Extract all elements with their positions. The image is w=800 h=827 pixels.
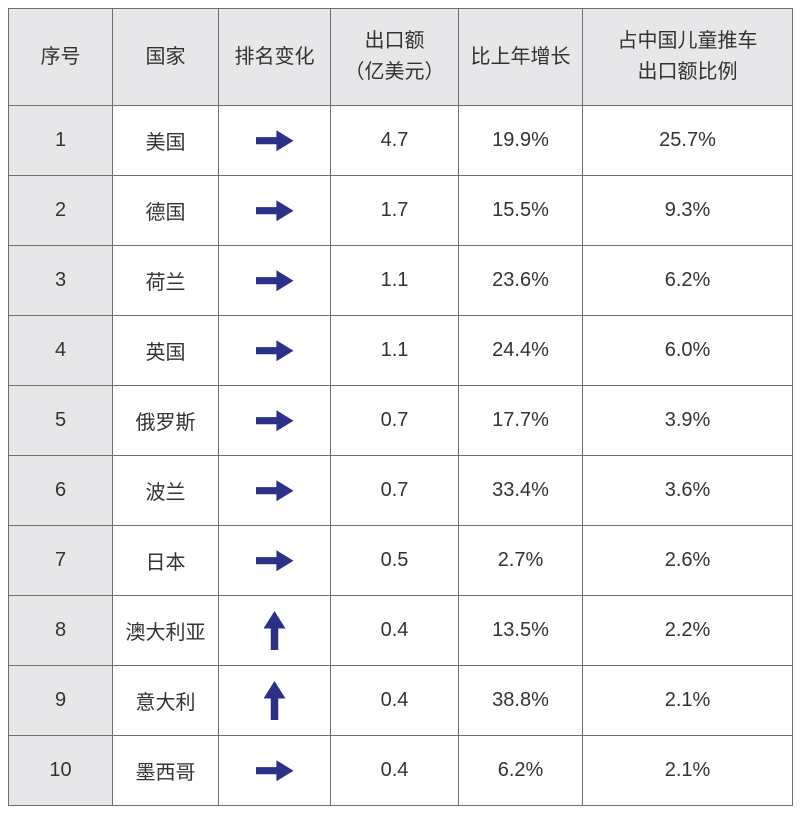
country-cell: 澳大利亚 [112, 595, 219, 666]
yoy-growth-cell: 15.5% [458, 175, 583, 246]
rank-change-cell [218, 105, 331, 176]
column-header-export-value: 出口额 （亿美元） [330, 8, 459, 106]
right-arrow-icon [255, 200, 294, 222]
export-value-cell: 1.1 [330, 245, 459, 316]
rank-number-cell: 8 [8, 595, 113, 666]
table-row: 7 日本 0.5 2.7% 2.6% [8, 525, 793, 596]
rank-change-cell [218, 175, 331, 246]
yoy-growth-cell: 38.8% [458, 665, 583, 736]
right-arrow-icon [255, 270, 294, 292]
country-cell: 波兰 [112, 455, 219, 526]
rank-change-cell [218, 315, 331, 386]
country-cell: 俄罗斯 [112, 385, 219, 456]
rank-change-cell [218, 665, 331, 736]
share-cell: 3.9% [582, 385, 793, 456]
column-header-rank-change: 排名变化 [218, 8, 331, 106]
table-row: 2 德国 1.7 15.5% 9.3% [8, 175, 793, 246]
export-value-cell: 0.4 [330, 595, 459, 666]
country-cell: 意大利 [112, 665, 219, 736]
table-row: 10 墨西哥 0.4 6.2% 2.1% [8, 735, 793, 806]
export-value-cell: 0.4 [330, 735, 459, 806]
table-row: 4 英国 1.1 24.4% 6.0% [8, 315, 793, 386]
yoy-growth-cell: 19.9% [458, 105, 583, 176]
export-value-cell: 0.4 [330, 665, 459, 736]
yoy-growth-cell: 24.4% [458, 315, 583, 386]
rank-number-cell: 10 [8, 735, 113, 806]
right-arrow-icon [255, 480, 294, 502]
table-row: 6 波兰 0.7 33.4% 3.6% [8, 455, 793, 526]
rank-change-cell [218, 525, 331, 596]
rank-number-cell: 5 [8, 385, 113, 456]
export-value-cell: 4.7 [330, 105, 459, 176]
export-ranking-table: 序号 国家 排名变化 出口额 （亿美元） 比上年增长 占中国儿童推车 出口额比例… [8, 8, 793, 806]
column-header-country: 国家 [112, 8, 219, 106]
right-arrow-icon [255, 130, 294, 152]
share-cell: 2.2% [582, 595, 793, 666]
rank-number-cell: 4 [8, 315, 113, 386]
share-cell: 2.1% [582, 735, 793, 806]
rank-change-cell [218, 455, 331, 526]
export-value-cell: 0.7 [330, 385, 459, 456]
country-cell: 荷兰 [112, 245, 219, 316]
right-arrow-icon [255, 760, 294, 782]
up-arrow-icon [263, 681, 286, 720]
yoy-growth-cell: 13.5% [458, 595, 583, 666]
up-arrow-icon [263, 611, 286, 650]
country-cell: 德国 [112, 175, 219, 246]
export-value-cell: 0.5 [330, 525, 459, 596]
country-cell: 日本 [112, 525, 219, 596]
table-row: 1 美国 4.7 19.9% 25.7% [8, 105, 793, 176]
share-cell: 6.2% [582, 245, 793, 316]
rank-number-cell: 1 [8, 105, 113, 176]
table-row: 3 荷兰 1.1 23.6% 6.2% [8, 245, 793, 316]
share-cell: 2.6% [582, 525, 793, 596]
export-value-cell: 1.1 [330, 315, 459, 386]
column-header-index: 序号 [8, 8, 113, 106]
yoy-growth-cell: 23.6% [458, 245, 583, 316]
table-row: 8 澳大利亚 0.4 13.5% 2.2% [8, 595, 793, 666]
rank-change-cell [218, 385, 331, 456]
table-row: 5 俄罗斯 0.7 17.7% 3.9% [8, 385, 793, 456]
country-cell: 美国 [112, 105, 219, 176]
yoy-growth-cell: 2.7% [458, 525, 583, 596]
right-arrow-icon [255, 550, 294, 572]
share-cell: 9.3% [582, 175, 793, 246]
share-cell: 6.0% [582, 315, 793, 386]
rank-number-cell: 2 [8, 175, 113, 246]
rank-change-cell [218, 735, 331, 806]
yoy-growth-cell: 17.7% [458, 385, 583, 456]
right-arrow-icon [255, 410, 294, 432]
export-value-cell: 1.7 [330, 175, 459, 246]
rank-change-cell [218, 245, 331, 316]
right-arrow-icon [255, 340, 294, 362]
share-cell: 3.6% [582, 455, 793, 526]
share-cell: 2.1% [582, 665, 793, 736]
country-cell: 英国 [112, 315, 219, 386]
column-header-share: 占中国儿童推车 出口额比例 [582, 8, 793, 106]
country-cell: 墨西哥 [112, 735, 219, 806]
rank-number-cell: 6 [8, 455, 113, 526]
header-row: 序号 国家 排名变化 出口额 （亿美元） 比上年增长 占中国儿童推车 出口额比例 [8, 8, 793, 106]
rank-number-cell: 3 [8, 245, 113, 316]
table-row: 9 意大利 0.4 38.8% 2.1% [8, 665, 793, 736]
share-cell: 25.7% [582, 105, 793, 176]
rank-change-cell [218, 595, 331, 666]
rank-number-cell: 7 [8, 525, 113, 596]
column-header-yoy-growth: 比上年增长 [458, 8, 583, 106]
yoy-growth-cell: 33.4% [458, 455, 583, 526]
rank-number-cell: 9 [8, 665, 113, 736]
yoy-growth-cell: 6.2% [458, 735, 583, 806]
export-value-cell: 0.7 [330, 455, 459, 526]
